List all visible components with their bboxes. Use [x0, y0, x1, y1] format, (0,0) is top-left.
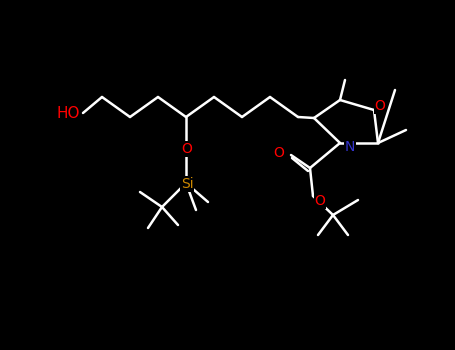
Text: Si: Si [181, 177, 193, 191]
Text: HO: HO [56, 105, 80, 120]
Text: O: O [182, 142, 192, 156]
Text: N: N [345, 140, 355, 154]
Text: O: O [314, 194, 325, 208]
Text: O: O [374, 99, 385, 113]
Text: O: O [273, 146, 284, 160]
